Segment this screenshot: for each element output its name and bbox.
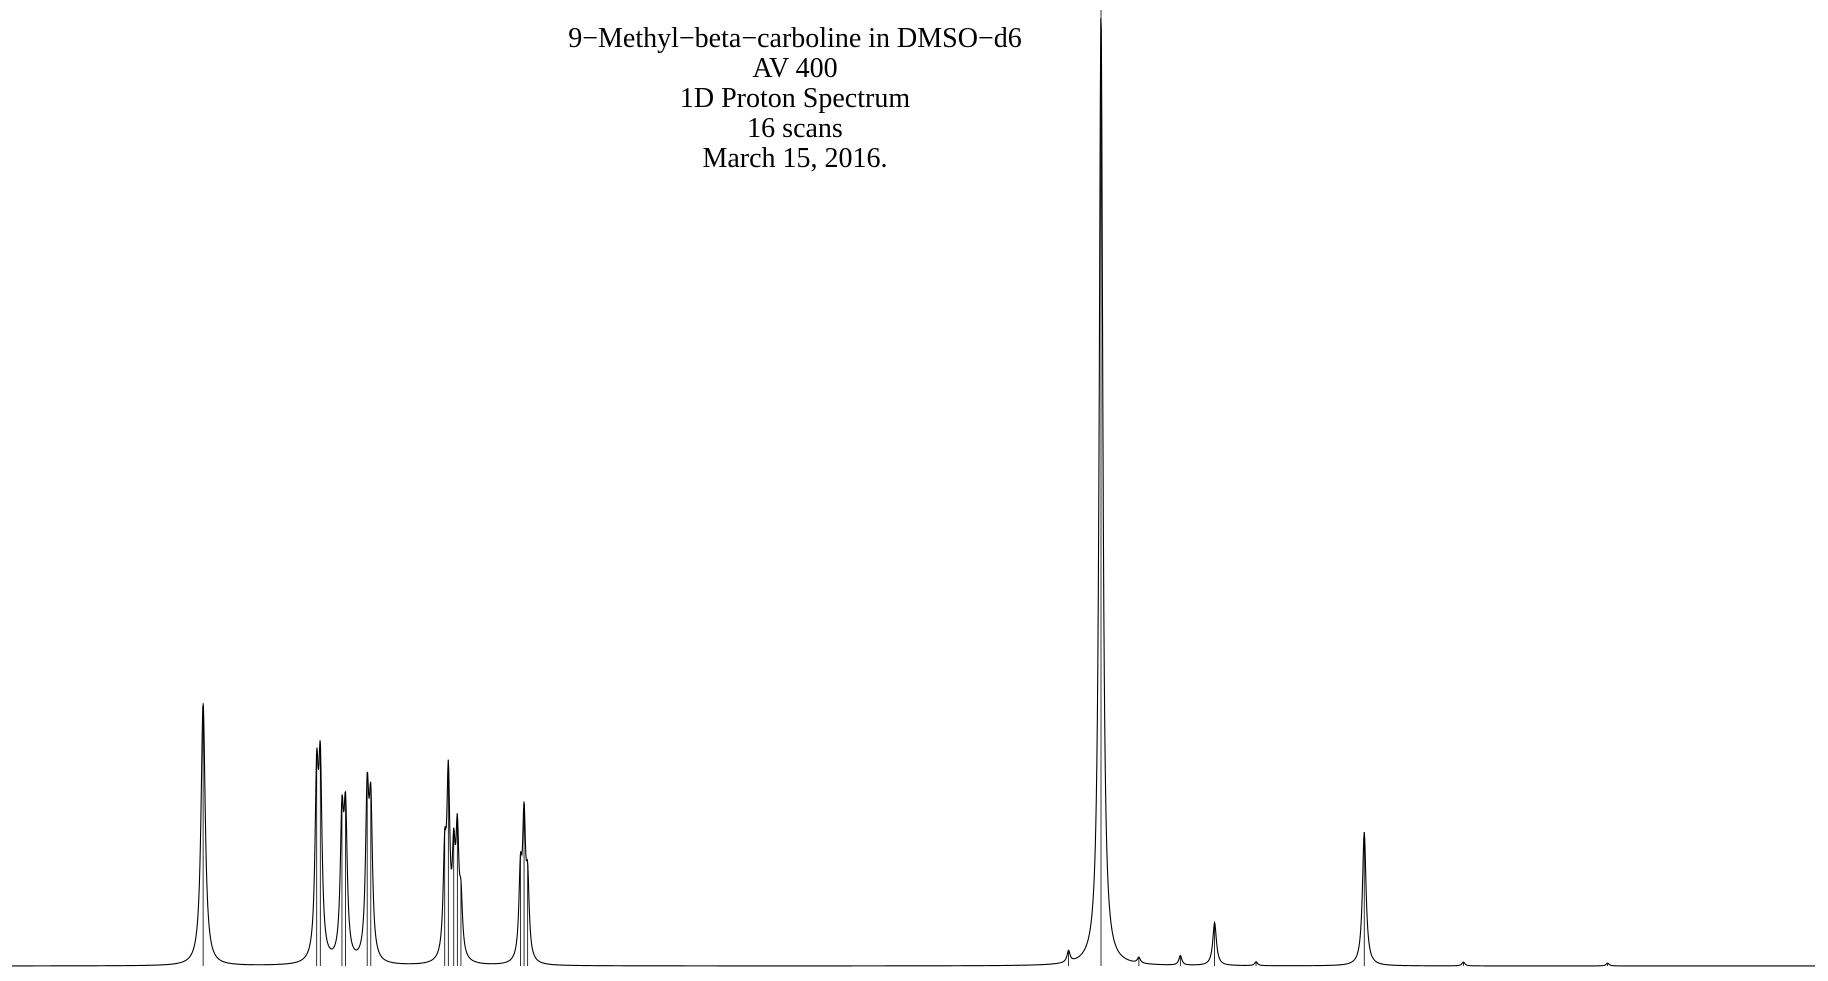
title-line-experiment: 1D Proton Spectrum [679, 83, 911, 114]
peak-layer [202, 10, 1609, 966]
title-line-compound: 9−Methyl−beta−carboline in DMSO−d6 [568, 23, 1022, 54]
title-line-instrument: AV 400 [752, 53, 838, 84]
title-line-date: March 15, 2016. [702, 143, 888, 174]
chart-title: 9−Methyl−beta−carboline in DMSO−d6 AV 40… [0, 24, 1590, 174]
title-line-scans: 16 scans [747, 113, 843, 144]
spectrum-trace [12, 18, 1815, 967]
